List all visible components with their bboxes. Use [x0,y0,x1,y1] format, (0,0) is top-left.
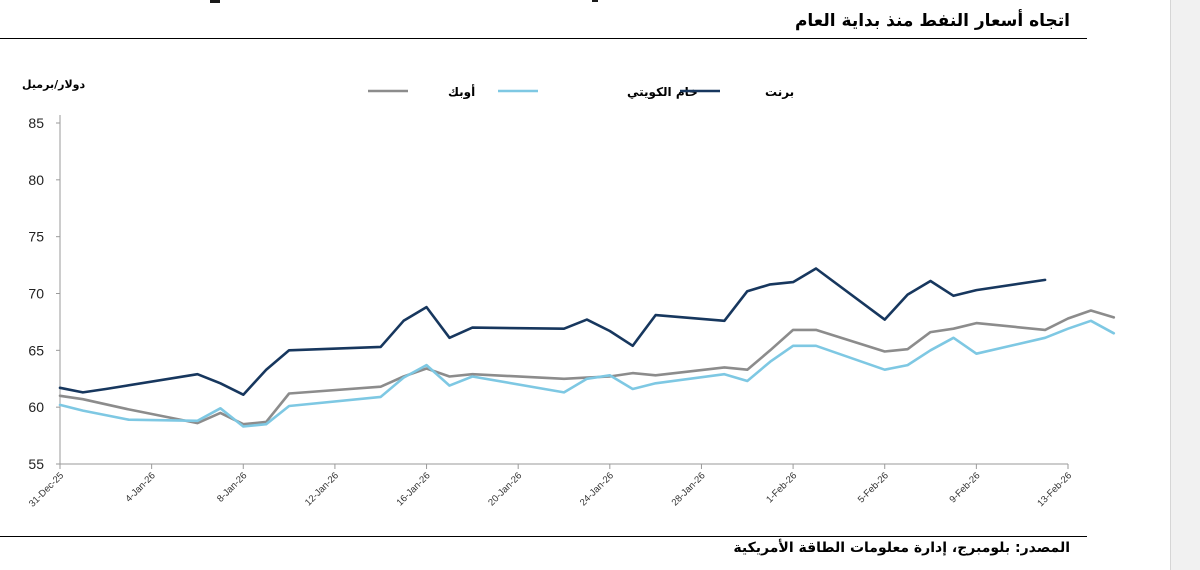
y-tick-label: 60 [28,399,44,415]
y-tick-label: 85 [28,115,44,131]
x-tick-label: 9-Feb-26 [947,470,982,505]
clipped-text-fragment [592,0,598,2]
y-tick-label: 65 [28,342,44,358]
chart-title: اتجاه أسعار النفط منذ بداية العام [794,11,1070,31]
x-tick-label: 24-Jan-26 [578,470,616,508]
x-tick-label: 4-Jan-26 [123,470,157,504]
x-tick-label: 16-Jan-26 [395,470,433,508]
series-line [58,319,1116,428]
source-note: المصدر: بلومبرج، إدارة معلومات الطاقة ال… [733,540,1070,556]
y-tick-label: 55 [28,456,44,472]
series-line [58,267,1047,397]
bottom-rule [0,536,1087,537]
tick-labels: 55 60 65 70 75 80 85 31-Dec-25 4-Jan-26 8-Jan-26 1… [27,115,1074,509]
legend: أوبك خام الكويتي برنت [368,84,794,100]
y-tick-label: 80 [28,172,44,188]
x-tick-label: 28-Jan-26 [670,470,708,508]
vertical-scrollbar[interactable] [1170,0,1200,570]
series-lines [58,267,1116,428]
legend-label: برنت [765,85,794,99]
top-rule [0,38,1087,39]
x-tick-label: 5-Feb-26 [856,470,891,505]
y-tick-label: 70 [28,286,44,302]
clipped-text-fragment [210,0,220,3]
legend-label: خام الكويتي [627,85,698,100]
series-line [58,309,1116,426]
document-page: اتجاه أسعار النفط منذ بداية العام دولار/… [0,0,1116,556]
x-tick-label: 8-Jan-26 [215,470,249,504]
x-tick-label: 20-Jan-26 [486,470,524,508]
y-axis-label: دولار/برميل [22,78,86,91]
oil-price-chart: 55 60 65 70 75 80 85 31-Dec-25 4-Jan-26 8-Jan-26 1… [27,84,1116,509]
x-tick-label: 31-Dec-25 [27,470,66,509]
legend-label: أوبك [448,84,475,100]
x-tick-label: 13-Feb-26 [1035,470,1074,509]
y-tick-label: 75 [28,229,44,245]
x-tick-label: 12-Jan-26 [303,470,341,508]
x-tick-label: 1-Feb-26 [764,470,799,505]
